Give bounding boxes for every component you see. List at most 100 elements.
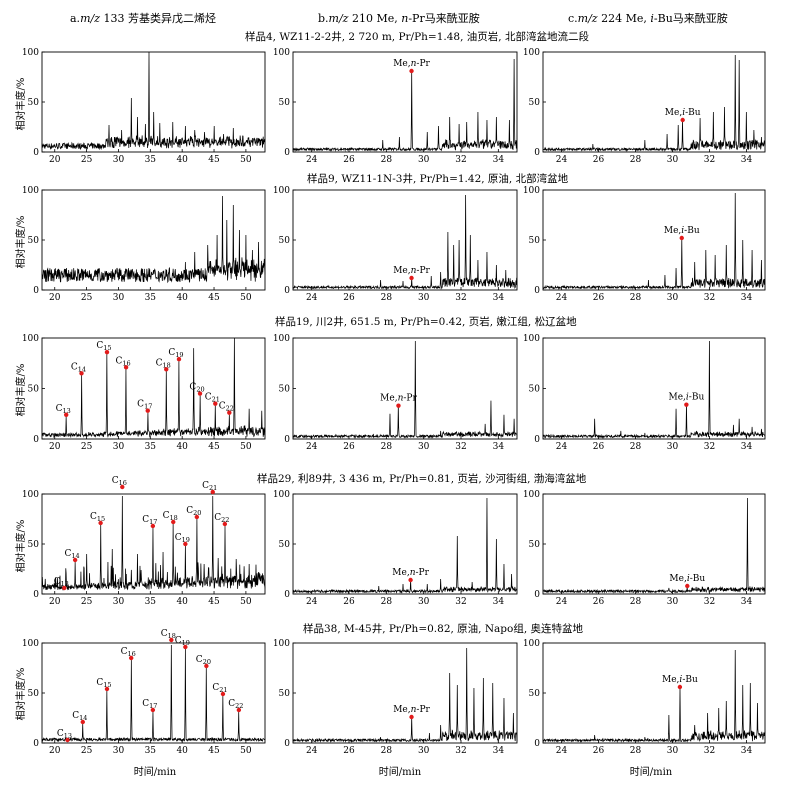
xlabel-b: 时间/min (379, 765, 422, 778)
x-tick-label: 24 (306, 155, 318, 165)
x-tick-label: 34 (741, 597, 753, 607)
x-tick-label: 32 (704, 293, 715, 303)
chromatogram-trace (41, 195, 266, 284)
chromatogram-trace (292, 58, 518, 152)
x-tick-label: 35 (145, 155, 157, 165)
peak-label: Me,n-Pr (393, 59, 430, 69)
plot-frame (292, 493, 518, 595)
y-tick-label: 50 (28, 540, 40, 550)
x-tick-label: 20 (49, 155, 61, 165)
x-tick-label: 30 (667, 597, 679, 607)
peak-marker-dot (210, 489, 215, 495)
chromatogram-trace (41, 337, 266, 439)
panel-a-row-2: 0 50 100 20 25 30 35 40 45 50 (22, 186, 266, 303)
x-tick-label: 24 (556, 442, 568, 452)
x-tick-label: 30 (113, 442, 125, 452)
x-tick-label: 24 (556, 155, 568, 165)
x-tick-label: 35 (145, 293, 157, 303)
x-tick-label: 24 (556, 746, 568, 756)
peak-marker-dot (98, 520, 103, 526)
y-tick-label: 0 (534, 286, 540, 296)
ylabel-row-5: 相对丰度/% (14, 668, 27, 721)
row-title-1: 样品4, WZ11-2-2井, 2 720 m, Pr/Ph=1.48, 油页岩… (245, 30, 589, 43)
peak-marker-dot (222, 521, 228, 527)
x-tick-label: 35 (145, 746, 157, 756)
peak-marker-dot (194, 514, 200, 520)
chromatogram-trace (41, 495, 266, 592)
x-tick-label: 30 (113, 746, 125, 756)
x-tick-label: 34 (493, 442, 505, 452)
peak-marker-dot (396, 403, 401, 408)
peak-label: C19 (168, 348, 183, 359)
y-tick-label: 100 (523, 639, 540, 649)
y-tick-label: 50 (279, 689, 291, 699)
chromatogram-trace (542, 341, 766, 439)
x-tick-label: 25 (81, 293, 93, 303)
x-tick-label: 26 (593, 442, 605, 452)
peak-marker-dot (129, 655, 134, 661)
peak-marker-dot (197, 391, 203, 396)
y-tick-label: 50 (529, 98, 541, 108)
x-tick-label: 25 (81, 746, 93, 756)
column-title-b: b.m/z 210 Me, n-Pr马来酰亚胺 (318, 11, 480, 25)
y-tick-label: 100 (523, 490, 540, 500)
x-tick-label: 40 (176, 746, 188, 756)
x-tick-label: 30 (113, 293, 125, 303)
y-tick-label: 0 (33, 148, 39, 158)
peak-marker-dot (685, 583, 690, 589)
peak-label: C17 (142, 699, 157, 710)
peak-marker-dot (409, 275, 414, 281)
y-tick-label: 100 (22, 490, 39, 500)
x-tick-label: 32 (455, 597, 466, 607)
y-tick-label: 100 (273, 48, 290, 58)
x-tick-label: 26 (343, 597, 355, 607)
peak-marker-dot (62, 585, 67, 591)
y-tick-label: 50 (529, 540, 541, 550)
peak-label: C15 (96, 678, 111, 689)
x-tick-label: 34 (741, 442, 753, 452)
panel-c-row-3: 0 50 100 24 26 28 30 32 34 Me,i-Bu (523, 334, 766, 452)
x-tick-label: 32 (455, 442, 466, 452)
x-tick-label: 26 (343, 155, 355, 165)
x-tick-label: 50 (240, 746, 252, 756)
x-tick-label: 34 (741, 746, 753, 756)
x-tick-label: 30 (667, 155, 679, 165)
panel-a-row-3: 0 50 100 20 25 30 35 40 45 50 C13 C14 C15 C16 C17 C18C1… (22, 334, 266, 452)
chromatogram-trace (542, 54, 766, 152)
x-tick-label: 30 (113, 597, 125, 607)
y-tick-label: 0 (33, 286, 39, 296)
panel-c-row-5: 0 50 100 24 26 28 30 32 34 Me,i-Bu (523, 639, 766, 756)
panel-b-row-4: 0 50 100 24 26 28 30 32 34 Me,n-Pr (273, 490, 518, 607)
chart-panels: 0 50 100 20 25 30 35 40 45 50 0 50 100 24 26 28 30 32 34 Me… (22, 48, 766, 756)
peak-marker-dot (171, 519, 176, 525)
row-title-3: 样品19, 川2井, 651.5 m, Pr/Ph=0.42, 页岩, 嫩江组,… (275, 315, 577, 328)
peak-label: Me,i-Bu (665, 108, 701, 118)
y-tick-label: 50 (28, 98, 40, 108)
x-tick-label: 34 (493, 597, 505, 607)
peak-label: C18 (156, 358, 171, 369)
y-tick-label: 100 (22, 639, 39, 649)
peak-label: C14 (72, 711, 87, 722)
panel-b-row-3: 0 50 100 24 26 28 30 32 34 Me,n-Pr (273, 334, 518, 452)
peak-marker-dot (169, 637, 174, 643)
peak-marker-dot (150, 707, 156, 713)
y-tick-label: 50 (28, 689, 40, 699)
peak-label: Me,n-Pr (393, 266, 430, 276)
y-tick-label: 50 (279, 98, 291, 108)
x-tick-label: 40 (176, 442, 188, 452)
x-tick-label: 35 (145, 597, 157, 607)
y-tick-label: 100 (523, 186, 540, 196)
y-tick-label: 0 (284, 148, 290, 158)
peak-marker-dot (220, 691, 226, 697)
x-tick-label: 45 (208, 597, 220, 607)
plot-frame (542, 493, 766, 595)
x-tick-label: 24 (306, 293, 318, 303)
peak-label: C21 (202, 481, 217, 492)
peak-marker-dot (72, 557, 78, 563)
peak-marker-dot (145, 408, 150, 413)
peak-label: Me,i-Bu (664, 226, 700, 236)
x-tick-label: 20 (49, 597, 61, 607)
plot-frame (542, 642, 766, 744)
peak-marker-dot (677, 684, 683, 690)
